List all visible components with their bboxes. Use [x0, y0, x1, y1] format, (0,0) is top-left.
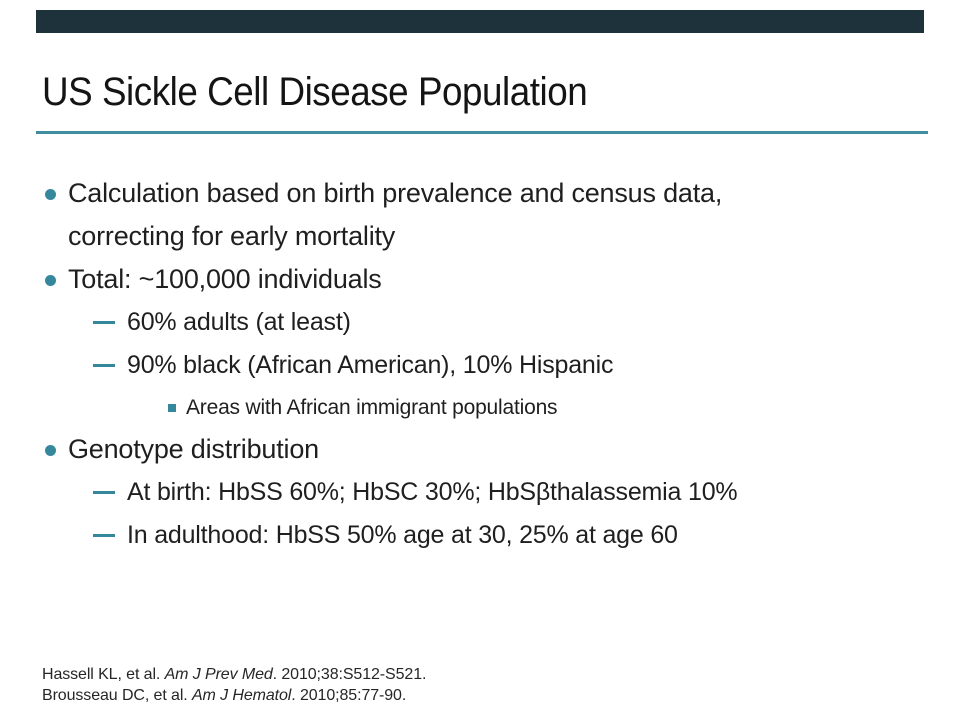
- citation-line: Hassell KL, et al. Am J Prev Med. 2010;3…: [42, 664, 426, 685]
- bullet-text: Calculation based on birth prevalence an…: [68, 178, 723, 251]
- bullet-dash-icon: [93, 364, 115, 367]
- bullet-text: Genotype distribution: [68, 434, 319, 464]
- citation-authors: Hassell KL, et al.: [42, 666, 165, 683]
- bullet-item: 90% black (African American), 10% Hispan…: [0, 344, 960, 387]
- bullet-item: Genotype distribution: [0, 428, 960, 471]
- bullet-text: At birth: HbSS 60%; HbSC 30%; HbSβthalas…: [127, 478, 738, 506]
- bullet-item: Total: ~100,000 individuals: [0, 258, 960, 301]
- bullet-text: 90% black (African American), 10% Hispan…: [127, 351, 614, 379]
- bullet-list: Calculation based on birth prevalence an…: [0, 172, 960, 557]
- citation-authors: Brousseau DC, et al.: [42, 687, 192, 704]
- bullet-item: In adulthood: HbSS 50% age at 30, 25% at…: [0, 514, 960, 557]
- bullet-dash-icon: [93, 491, 115, 494]
- bullet-text: In adulthood: HbSS 50% age at 30, 25% at…: [127, 521, 678, 549]
- title-underline-rule: [36, 131, 928, 134]
- citation-line: Brousseau DC, et al. Am J Hematol. 2010;…: [42, 685, 426, 706]
- bullet-text: Areas with African immigrant populations: [186, 396, 558, 419]
- bullet-text: 60% adults (at least): [127, 308, 351, 336]
- bullet-square-icon: [168, 404, 176, 412]
- citation-journal: Am J Prev Med: [164, 666, 273, 683]
- bullet-item: At birth: HbSS 60%; HbSC 30%; HbSβthalas…: [0, 471, 960, 514]
- bullet-item: Areas with African immigrant populations: [0, 387, 960, 428]
- bullet-text: Total: ~100,000 individuals: [68, 264, 382, 294]
- bullet-dot-icon: [45, 445, 56, 456]
- bullet-dot-icon: [45, 275, 56, 286]
- citation-footer: Hassell KL, et al. Am J Prev Med. 2010;3…: [42, 664, 426, 706]
- slide-title: US Sickle Cell Disease Population: [42, 70, 588, 114]
- bullet-dash-icon: [93, 321, 115, 324]
- slide-top-accent-bar: [36, 10, 924, 33]
- bullet-item: Calculation based on birth prevalence an…: [0, 172, 960, 258]
- bullet-dot-icon: [45, 189, 56, 200]
- citation-reference: . 2010;38:S512-S521.: [272, 666, 427, 683]
- citation-reference: . 2010;85:77-90.: [291, 687, 407, 704]
- citation-journal: Am J Hematol: [191, 687, 292, 704]
- bullet-item: 60% adults (at least): [0, 301, 960, 344]
- bullet-dash-icon: [93, 534, 115, 537]
